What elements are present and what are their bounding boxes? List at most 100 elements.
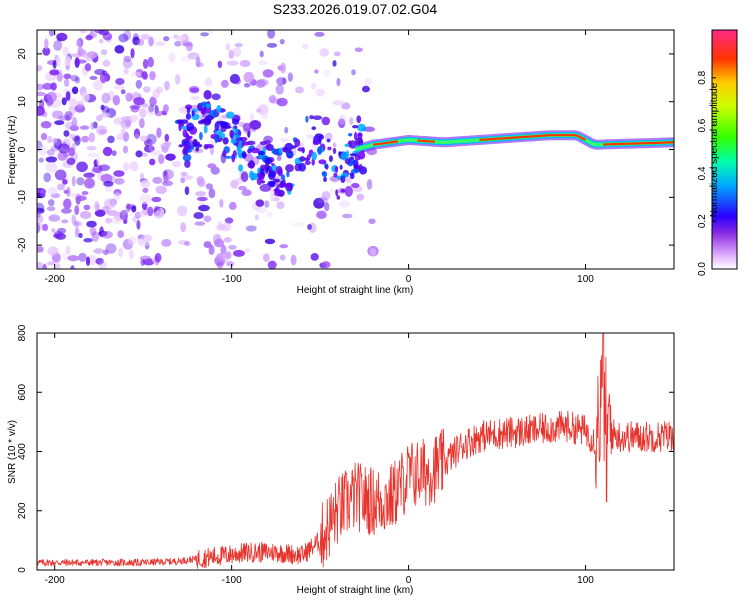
spectrogram-noise-blob bbox=[74, 220, 79, 228]
spectrogram-noise-blob bbox=[366, 179, 373, 190]
spectrogram-noise-blob bbox=[139, 135, 148, 142]
snr-panel: -200 -100 0 100 0 200 400 600 800 Height of str… bbox=[7, 324, 675, 596]
colorbar-tick-label: 0.8 bbox=[697, 70, 708, 84]
spectrogram-noise-blob bbox=[268, 95, 277, 104]
spectrogram-noise-blob bbox=[125, 92, 133, 102]
spectrogram-noise-blob bbox=[76, 161, 88, 173]
spectrogram-noise-blob bbox=[282, 77, 287, 85]
spectrogram-noise-blob bbox=[138, 240, 150, 247]
spectrogram-noise-blob bbox=[93, 248, 105, 254]
spectrogram-noise-blob bbox=[71, 86, 79, 95]
spectrogram-noise-blob bbox=[276, 155, 282, 161]
spectrogram-noise-blob bbox=[60, 208, 72, 214]
spectrogram-noise-blob bbox=[150, 149, 161, 157]
spectrogram-noise-blob bbox=[182, 42, 194, 47]
spectrogram-noise-blob bbox=[94, 30, 105, 34]
spectrogram-noise-blob bbox=[273, 196, 280, 202]
spectrogram-signal-blob bbox=[176, 119, 184, 124]
spectrogram-noise-blob bbox=[74, 205, 80, 216]
spectrogram-noise-blob bbox=[74, 135, 81, 146]
spectrogram-signal-blob bbox=[294, 138, 301, 148]
spectrogram-noise-blob bbox=[107, 90, 115, 101]
spectrogram-noise-blob bbox=[52, 59, 57, 69]
spectrogram-noise-blob bbox=[42, 263, 47, 269]
spectrogram-signal-blob bbox=[178, 122, 182, 132]
spectrogram-noise-blob bbox=[168, 52, 176, 63]
spectrogram-signal-blob bbox=[299, 156, 306, 162]
spectrogram-noise-blob bbox=[57, 151, 68, 161]
spectrogram-noise-blob bbox=[269, 194, 276, 203]
spectrogram-noise-blob bbox=[128, 249, 135, 260]
spectrogram-noise-blob bbox=[203, 215, 212, 223]
spectrogram-noise-blob bbox=[176, 205, 188, 217]
spectrogram-noise-blob bbox=[225, 251, 232, 260]
spectrogram-noise-blob bbox=[134, 133, 140, 140]
spectrogram-noise-blob bbox=[196, 62, 204, 68]
spectrogram-signal-blob bbox=[231, 153, 236, 163]
spectrogram-noise-blob bbox=[40, 120, 52, 129]
spectrogram-noise-blob bbox=[310, 253, 319, 261]
spectrogram-noise-blob bbox=[123, 162, 130, 172]
spectrogram-noise-blob bbox=[154, 41, 166, 46]
spectrogram-noise-blob bbox=[91, 168, 102, 173]
spectrogram-signal-blob bbox=[358, 164, 363, 171]
colorbar-tick-label: 0.0 bbox=[697, 262, 708, 276]
spectrogram-noise-blob bbox=[123, 30, 132, 41]
spectrogram-noise-blob bbox=[287, 72, 293, 82]
spectrogram-noise-blob bbox=[62, 150, 71, 158]
spectrogram-noise-blob bbox=[164, 133, 170, 142]
spectrogram-noise-blob bbox=[212, 233, 222, 245]
spectrogram-noise-blob bbox=[155, 185, 167, 195]
spectrogram-noise-blob bbox=[249, 120, 262, 130]
spectrogram-signal-blob bbox=[269, 181, 276, 188]
spectrogram-signal-blob bbox=[333, 172, 338, 178]
spectrogram-noise-blob bbox=[243, 82, 251, 88]
spectrogram-noise-blob bbox=[180, 171, 188, 177]
spectrogram-noise-blob bbox=[333, 51, 341, 57]
spectrogram-noise-blob bbox=[37, 246, 44, 253]
spectrogram-signal-blob bbox=[335, 189, 339, 197]
spectrogram-noise-blob bbox=[151, 196, 162, 203]
spectrogram-signal-blob bbox=[225, 111, 235, 119]
spectrogram-signal-blob bbox=[286, 153, 294, 157]
spectrogram-noise-blob bbox=[63, 198, 72, 210]
spectrogram-noise-blob bbox=[75, 39, 82, 48]
spectrogram-noise-blob bbox=[240, 171, 249, 183]
spectrogram-noise-blob bbox=[267, 30, 276, 39]
spectrogram-noise-blob bbox=[180, 222, 187, 233]
spectrogram-noise-blob bbox=[154, 110, 163, 117]
spectrogram-noise-blob bbox=[224, 217, 234, 224]
spectrogram-noise-blob bbox=[203, 241, 212, 248]
spectrogram-noise-blob bbox=[184, 186, 190, 196]
spectrogram-noise-blob bbox=[83, 172, 95, 178]
spectrogram-signal-blob bbox=[285, 164, 294, 173]
spectrogram-noise-blob bbox=[63, 189, 69, 194]
spectrogram-noise-blob bbox=[307, 223, 312, 230]
spectrogram-noise-blob bbox=[336, 77, 341, 87]
spectrogram-signal-blob bbox=[265, 144, 270, 150]
spectrogram-signal-blob bbox=[282, 183, 288, 187]
spectrogram-signal-blob bbox=[336, 195, 341, 200]
spectrogram-noise-blob bbox=[284, 126, 289, 134]
spectrogram-noise-blob bbox=[140, 179, 151, 189]
spectrogram-noise-blob bbox=[255, 79, 266, 88]
spectrogram-noise-blob bbox=[234, 43, 243, 48]
spectrogram-noise-blob bbox=[148, 36, 154, 47]
spectrogram-signal-blob bbox=[326, 138, 331, 143]
spectrogram-noise-blob bbox=[225, 43, 231, 51]
spectrogram-noise-blob bbox=[259, 50, 264, 58]
spectrogram-noise-blob bbox=[276, 77, 287, 86]
spectrogram-noise-blob bbox=[87, 152, 100, 158]
spectrogram-signal-blob bbox=[272, 178, 280, 183]
spectrogram-noise-blob bbox=[70, 265, 75, 269]
spectrogram-noise-blob bbox=[164, 173, 170, 185]
spectrogram-noise-blob bbox=[81, 92, 90, 103]
spectrogram-noise-blob bbox=[363, 126, 375, 132]
spectrogram-noise-blob bbox=[189, 87, 200, 94]
spectrogram-signal-blob bbox=[317, 146, 322, 155]
spectrogram-noise-blob bbox=[100, 230, 113, 239]
spectrogram-noise-blob bbox=[302, 43, 309, 50]
spectrogram-noise-blob bbox=[279, 254, 286, 261]
spectrogram-signal-blob bbox=[344, 158, 351, 165]
spectrogram-ytick-label: 0 bbox=[17, 146, 28, 152]
